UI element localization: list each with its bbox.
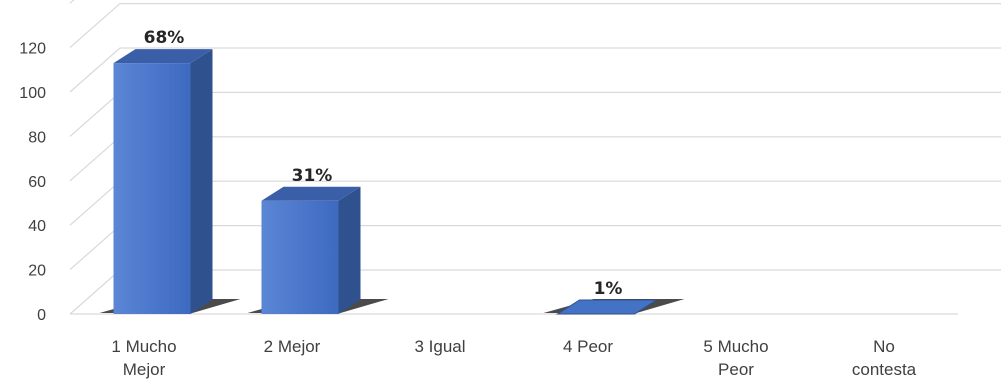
gridline [69, 0, 75, 4]
y-tick-label: 60 [28, 174, 46, 191]
gridline [69, 2, 1001, 49]
y-tick-label: 40 [28, 218, 46, 235]
x-category-label: 1 Mucho Mejor [111, 337, 176, 379]
x-category-label: No contesta [852, 337, 917, 379]
y-tick-label: 0 [37, 307, 46, 324]
x-axis-categories: 1 Mucho Mejor 2 Mejor 3 Igual 4 Peor 5 Mucho P… [111, 337, 916, 379]
bars [113, 49, 659, 315]
data-labels: 68% 31% 1% [144, 28, 623, 299]
data-label: 31% [292, 166, 333, 186]
y-axis-ticks: 0 20 40 60 80 100 120 [19, 41, 46, 324]
data-label: 68% [144, 28, 185, 48]
x-category-label: 5 Mucho Peor [703, 337, 768, 379]
bar [261, 200, 339, 314]
x-category-label: 4 Peor [563, 337, 613, 356]
y-tick-label: 80 [28, 129, 46, 146]
bar-top [261, 186, 361, 201]
data-label: 1% [594, 279, 623, 299]
x-category-label: 2 Mejor [264, 337, 321, 356]
bar [555, 299, 659, 315]
x-category-label: 3 Igual [414, 337, 465, 356]
y-tick-label: 20 [28, 263, 46, 280]
gridline [69, 47, 1001, 93]
y-tick-label: 100 [19, 85, 46, 102]
bar-side [190, 49, 213, 314]
y-tick-label: 120 [19, 41, 46, 58]
bar-side [338, 186, 361, 314]
bar [113, 63, 191, 314]
bar-top [113, 49, 213, 64]
